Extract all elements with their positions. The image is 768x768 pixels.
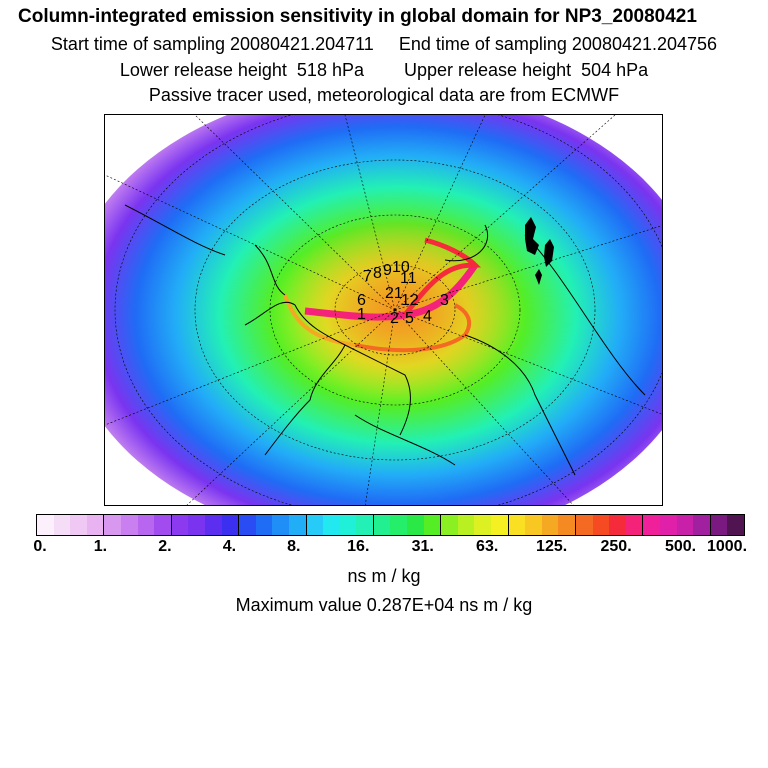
release-number: 1 (357, 306, 366, 323)
colorbar-tick-label: 8. (287, 538, 301, 555)
colorbar-swatch (137, 515, 155, 535)
colorbar-swatch (491, 515, 509, 535)
colorbar-swatch (576, 515, 593, 535)
colorbar-swatch (558, 515, 576, 535)
colorbar-tick-label: 1000. (706, 538, 748, 555)
colorbar-ticks: 0. 1. 2. 4. 8. 16. 31. 63. 125. 250. 500. 1000. (0, 538, 768, 558)
colorbar-swatch (37, 515, 54, 535)
colorbar (36, 514, 745, 536)
release-number: 3 (440, 292, 449, 309)
colorbar-swatch (373, 515, 391, 535)
colorbar-tick-label: 2. (158, 538, 172, 555)
colorbar-tick-label: 1. (93, 538, 108, 555)
colorbar-swatch (541, 515, 559, 535)
release-number: 4 (423, 308, 432, 325)
colorbar-tick-label: 0. (33, 538, 47, 555)
colorbar-swatch (221, 515, 240, 535)
colorbar-swatch (525, 515, 542, 535)
colorbar-swatch (239, 515, 256, 535)
release-heights: Lower release height 518 hPa Upper relea… (0, 60, 768, 81)
colorbar-swatch (625, 515, 644, 535)
end-time-label: End time of sampling 20080421.204756 (398, 34, 718, 54)
sampling-times: Start time of sampling 20080421.204711 E… (0, 34, 768, 55)
colorbar-tick-label: 16. (347, 538, 370, 555)
release-number: 7 (363, 268, 372, 285)
colorbar-swatch (171, 515, 189, 535)
colorbar-swatch (188, 515, 205, 535)
colorbar-swatch (255, 515, 273, 535)
max-value-label: Maximum value 0.287E+04 ns m / kg (235, 595, 533, 615)
colorbar-tick-label: 63. (476, 538, 499, 555)
release-number: 6 (357, 292, 366, 309)
colorbar-swatch (693, 515, 711, 535)
colorbar-swatch (120, 515, 138, 535)
plot-title: Column-integrated emission sensitivity i… (18, 6, 697, 27)
colorbar-swatch (508, 515, 526, 535)
colorbar-swatch (272, 515, 289, 535)
colorbar-tick-label: 500. (664, 538, 697, 555)
release-number: 2 (390, 310, 399, 327)
colorbar-tick-label: 250. (600, 538, 632, 555)
colorbar-swatch (407, 515, 424, 535)
upper-height-label: Upper release height 504 hPa (404, 60, 649, 80)
colorbar-swatch (710, 515, 728, 535)
release-number: 21 (385, 285, 403, 302)
colorbar-swatch (474, 515, 492, 535)
colorbar-swatch (457, 515, 475, 535)
colorbar-swatch (423, 515, 442, 535)
colorbar-swatch (643, 515, 660, 535)
colorbar-swatch (154, 515, 172, 535)
colorbar-swatch (441, 515, 458, 535)
start-time-label: Start time of sampling 20080421.204711 (50, 34, 374, 54)
colorbar-swatch (356, 515, 374, 535)
colorbar-tick-label: 31. (411, 538, 434, 555)
sensitivity-field: 7 8 9 10 11 6 21 12 3 1 4 2 5 (105, 115, 662, 505)
colorbar-swatch (339, 515, 357, 535)
colorbar-swatch (592, 515, 610, 535)
colorbar-swatch (288, 515, 307, 535)
colorbar-swatch (609, 515, 626, 535)
colorbar-swatch (390, 515, 408, 535)
colorbar-swatch (86, 515, 105, 535)
colorbar-swatch (659, 515, 677, 535)
colorbar-tick-label: 4. (222, 538, 237, 555)
colorbar-swatch (727, 515, 744, 535)
release-number: 12 (401, 292, 419, 309)
colorbar-swatch (306, 515, 324, 535)
colorbar-swatch (53, 515, 71, 535)
colorbar-swatch (676, 515, 694, 535)
colorbar-swatch (204, 515, 222, 535)
release-number: 5 (405, 310, 414, 327)
tracer-note: Passive tracer used, meteorological data… (148, 85, 620, 105)
release-number: 11 (400, 270, 417, 287)
colorbar-units: ns m / kg (347, 566, 421, 586)
release-number: 10 (392, 259, 410, 276)
release-number: 8 (373, 265, 382, 282)
release-number: 9 (383, 262, 392, 279)
polar-map: 7 8 9 10 11 6 21 12 3 1 4 2 5 (104, 114, 663, 506)
colorbar-swatch (323, 515, 340, 535)
lower-height-label: Lower release height 518 hPa (119, 60, 364, 80)
colorbar-swatch (104, 515, 121, 535)
release-point-labels: 7 8 9 10 11 6 21 12 3 1 4 2 5 (357, 259, 449, 327)
colorbar-swatch (70, 515, 87, 535)
colorbar-tick-label: 125. (536, 538, 568, 555)
